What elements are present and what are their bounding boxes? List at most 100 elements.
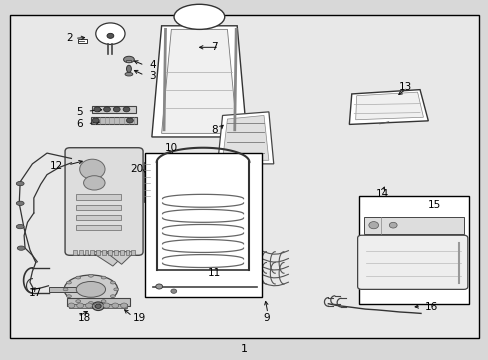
Ellipse shape	[94, 107, 101, 112]
Polygon shape	[355, 92, 423, 120]
Bar	[78, 39, 87, 43]
Text: 16: 16	[424, 302, 437, 312]
Text: 19: 19	[132, 313, 145, 323]
Bar	[91, 117, 137, 125]
Polygon shape	[91, 252, 127, 266]
Ellipse shape	[94, 303, 101, 308]
Ellipse shape	[126, 65, 131, 72]
Ellipse shape	[110, 281, 115, 284]
Bar	[363, 217, 463, 234]
Ellipse shape	[123, 107, 130, 112]
Bar	[143, 162, 150, 202]
Bar	[90, 250, 94, 255]
FancyBboxPatch shape	[65, 148, 143, 255]
Ellipse shape	[85, 303, 92, 308]
Ellipse shape	[126, 118, 133, 123]
Ellipse shape	[123, 56, 134, 63]
Ellipse shape	[121, 303, 127, 308]
Ellipse shape	[107, 33, 114, 39]
Bar	[69, 304, 127, 308]
Ellipse shape	[125, 72, 133, 76]
Ellipse shape	[103, 107, 110, 112]
FancyBboxPatch shape	[357, 235, 467, 289]
Ellipse shape	[68, 303, 75, 308]
Bar	[126, 60, 131, 62]
Bar	[66, 298, 130, 306]
Text: 11: 11	[207, 268, 221, 278]
Bar	[76, 194, 121, 200]
Polygon shape	[217, 112, 273, 164]
Text: 1: 1	[241, 343, 247, 354]
Bar	[114, 250, 118, 255]
Text: 5: 5	[76, 107, 82, 117]
Polygon shape	[152, 26, 246, 137]
Ellipse shape	[92, 302, 104, 311]
Ellipse shape	[88, 274, 93, 277]
Ellipse shape	[76, 282, 105, 297]
Ellipse shape	[225, 156, 233, 161]
Ellipse shape	[64, 275, 118, 304]
Ellipse shape	[66, 281, 71, 284]
Ellipse shape	[63, 288, 68, 291]
Ellipse shape	[88, 302, 93, 305]
Text: 18: 18	[78, 313, 91, 323]
Ellipse shape	[16, 201, 24, 206]
Ellipse shape	[80, 159, 105, 179]
Ellipse shape	[170, 289, 176, 293]
Bar	[76, 205, 121, 211]
Bar	[76, 215, 121, 220]
Ellipse shape	[17, 246, 25, 250]
Polygon shape	[348, 90, 427, 125]
Bar	[73, 250, 77, 255]
Bar	[108, 250, 112, 255]
Bar	[144, 153, 261, 297]
Text: 6: 6	[76, 120, 82, 129]
Ellipse shape	[77, 303, 83, 308]
Ellipse shape	[101, 300, 106, 303]
Text: 17: 17	[29, 288, 42, 298]
Ellipse shape	[114, 288, 119, 291]
Ellipse shape	[110, 295, 115, 298]
Ellipse shape	[96, 23, 125, 44]
Bar	[79, 250, 82, 255]
Ellipse shape	[16, 225, 24, 229]
Text: 20: 20	[130, 164, 143, 174]
Ellipse shape	[368, 222, 378, 229]
Text: 14: 14	[375, 189, 388, 199]
Bar	[49, 287, 93, 292]
Text: 9: 9	[263, 313, 269, 323]
Text: 13: 13	[398, 82, 411, 92]
Ellipse shape	[92, 118, 99, 123]
Ellipse shape	[101, 276, 106, 279]
Ellipse shape	[16, 181, 24, 186]
Polygon shape	[222, 116, 268, 160]
Text: 15: 15	[427, 200, 440, 210]
Text: 3: 3	[149, 71, 156, 81]
Bar	[92, 106, 136, 113]
Ellipse shape	[113, 107, 120, 112]
Ellipse shape	[76, 276, 81, 279]
Ellipse shape	[112, 303, 119, 308]
Ellipse shape	[156, 284, 162, 289]
Ellipse shape	[76, 300, 81, 303]
Polygon shape	[161, 30, 237, 134]
Text: 2: 2	[66, 33, 73, 43]
Bar	[76, 225, 121, 230]
Ellipse shape	[83, 176, 105, 190]
Ellipse shape	[388, 222, 396, 228]
Ellipse shape	[103, 303, 110, 308]
Text: 8: 8	[211, 125, 217, 135]
Bar	[120, 250, 123, 255]
Bar	[125, 250, 129, 255]
Bar	[131, 250, 135, 255]
Polygon shape	[105, 252, 135, 264]
Bar	[84, 250, 88, 255]
Text: 4: 4	[149, 60, 156, 70]
Text: 10: 10	[164, 143, 178, 153]
Bar	[96, 250, 100, 255]
Ellipse shape	[95, 304, 101, 309]
Ellipse shape	[174, 4, 224, 30]
Bar	[102, 250, 106, 255]
Bar	[358, 196, 468, 304]
Ellipse shape	[66, 295, 71, 298]
